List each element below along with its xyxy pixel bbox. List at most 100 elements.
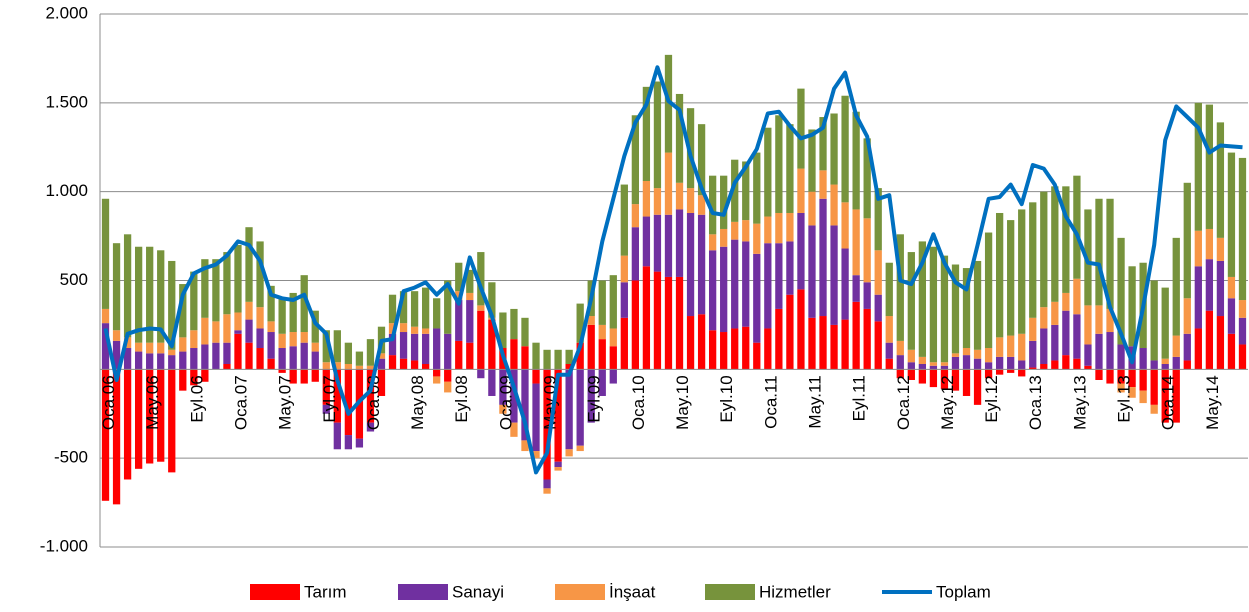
bar	[565, 364, 573, 370]
bar	[786, 212, 794, 242]
bar	[1128, 387, 1136, 398]
bar	[620, 317, 628, 370]
bar	[267, 321, 275, 333]
bar	[1139, 390, 1147, 404]
bar	[521, 346, 529, 370]
bar	[179, 351, 187, 370]
bar	[388, 355, 397, 370]
bar	[267, 358, 275, 370]
bar	[1194, 328, 1202, 370]
bar	[245, 301, 253, 320]
bar	[532, 342, 540, 370]
bar	[1205, 310, 1214, 370]
bar	[653, 81, 662, 189]
bar	[742, 161, 750, 221]
bar	[532, 383, 540, 452]
bar	[852, 275, 860, 302]
bar	[201, 344, 209, 370]
bar	[995, 369, 1004, 375]
bar	[201, 259, 209, 318]
bar	[907, 369, 915, 380]
bar	[190, 369, 198, 386]
bar	[951, 369, 960, 391]
bar	[1040, 191, 1048, 308]
bar	[1117, 369, 1125, 384]
bar	[720, 175, 728, 229]
bar	[1095, 305, 1103, 334]
bar	[642, 266, 651, 370]
bar	[377, 369, 386, 396]
bar	[1161, 358, 1169, 365]
bar	[543, 349, 551, 370]
bar	[190, 271, 198, 331]
bar	[973, 358, 982, 370]
x-tick-label: Oca.11	[761, 375, 780, 429]
y-tick-label: 1.000	[45, 181, 88, 200]
bar	[1150, 369, 1158, 405]
bar	[808, 225, 816, 318]
bar	[708, 250, 717, 331]
bar	[664, 276, 673, 370]
bar	[1161, 364, 1169, 370]
bar	[576, 445, 584, 452]
bar	[1238, 157, 1247, 301]
bar	[234, 312, 242, 331]
bar	[1183, 360, 1191, 370]
bar	[256, 307, 264, 329]
bar	[653, 188, 662, 215]
bar	[1051, 360, 1059, 370]
bar	[686, 316, 695, 370]
bar	[576, 303, 584, 343]
bar	[554, 349, 562, 370]
bar	[421, 328, 430, 334]
bar	[1128, 369, 1136, 388]
bar	[179, 284, 187, 338]
bar	[499, 312, 507, 349]
bar	[1073, 175, 1081, 279]
bar	[598, 339, 606, 370]
bar	[896, 369, 904, 379]
bar	[1150, 404, 1158, 414]
bar	[775, 115, 783, 213]
bar	[576, 369, 584, 446]
bar	[146, 342, 154, 354]
bar	[797, 88, 805, 169]
bar	[510, 369, 518, 423]
bar	[123, 348, 132, 370]
bar	[223, 342, 231, 365]
bar	[300, 342, 308, 370]
bar	[101, 323, 110, 370]
bar	[620, 184, 628, 256]
bar	[179, 369, 187, 391]
bar	[995, 356, 1004, 370]
bar	[675, 93, 684, 183]
bar	[1216, 237, 1225, 261]
bar	[1150, 360, 1158, 370]
bar	[289, 332, 297, 347]
bar	[697, 214, 706, 315]
bar	[598, 324, 606, 340]
bar	[664, 214, 673, 277]
bar	[1018, 369, 1026, 377]
bar	[830, 225, 838, 325]
bar	[1062, 292, 1070, 311]
bar	[1172, 356, 1180, 370]
bar	[742, 220, 750, 242]
x-tick-label: May.14	[1203, 375, 1222, 430]
bar	[753, 342, 761, 370]
bar	[1040, 307, 1048, 329]
bar	[444, 381, 452, 393]
bar	[940, 365, 949, 370]
bar	[962, 268, 971, 349]
bar	[510, 308, 518, 340]
bar	[1150, 280, 1158, 361]
bar	[1007, 356, 1015, 370]
bar	[1007, 220, 1015, 336]
bar	[554, 467, 562, 471]
bar	[675, 182, 684, 210]
bar	[973, 260, 982, 350]
bar	[764, 328, 772, 370]
bar	[278, 333, 286, 349]
bar	[322, 404, 330, 414]
